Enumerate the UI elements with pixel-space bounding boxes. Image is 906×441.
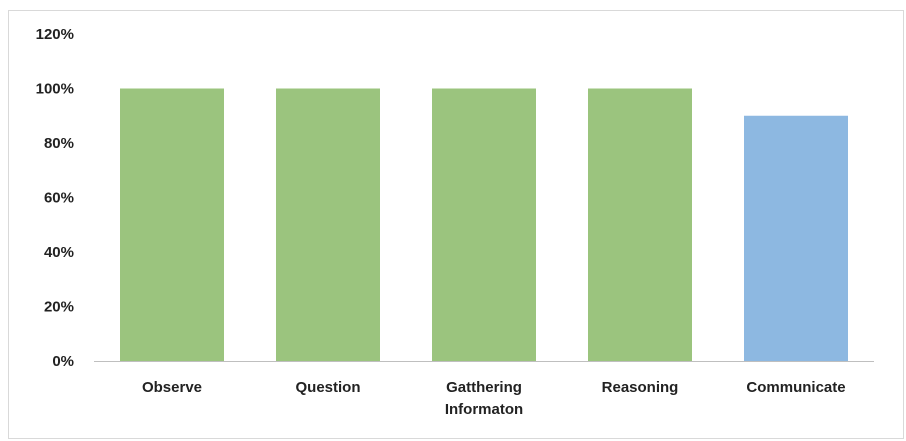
x-tick-label: Gatthering	[446, 379, 522, 396]
bar	[120, 88, 224, 361]
bar	[432, 88, 536, 361]
y-tick-label: 120%	[36, 26, 74, 43]
x-tick-label: Communicate	[746, 379, 845, 396]
y-tick-label: 100%	[36, 81, 74, 98]
y-tick-label: 20%	[44, 299, 74, 316]
y-axis: 0% 20% 40% 60% 80% 100% 120%	[36, 26, 74, 370]
x-tick-label: Reasoning	[602, 379, 679, 396]
y-tick-label: 40%	[44, 244, 74, 261]
x-tick-label: Observe	[142, 379, 202, 396]
bar	[588, 88, 692, 361]
bars-group	[120, 88, 848, 361]
x-tick-label: Question	[295, 379, 360, 396]
y-tick-label: 60%	[44, 190, 74, 207]
x-axis: Observe Question Gatthering Informaton Reaso…	[142, 379, 846, 418]
y-tick-label: 80%	[44, 135, 74, 152]
y-tick-label: 0%	[52, 353, 74, 370]
x-tick-label: Informaton	[445, 401, 523, 418]
bar	[276, 88, 380, 361]
bar	[744, 115, 848, 361]
